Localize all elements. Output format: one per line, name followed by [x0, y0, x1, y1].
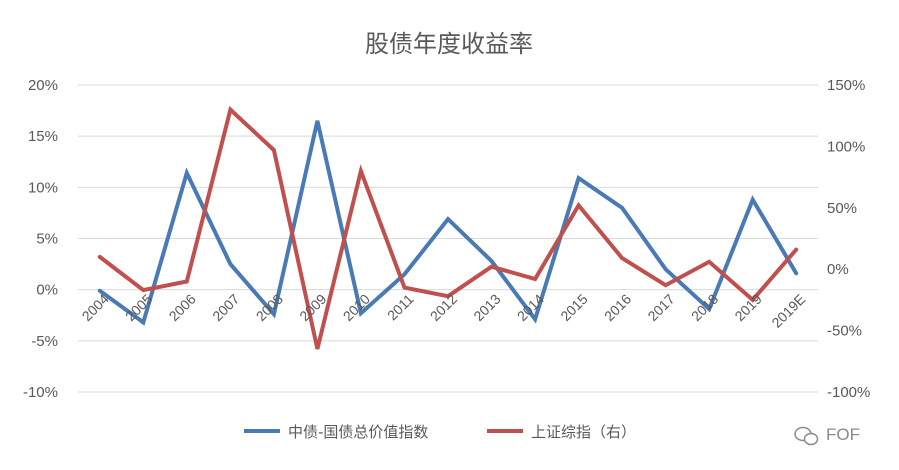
left-tick-label: 0% [36, 282, 58, 299]
right-tick-label: 0% [827, 261, 849, 278]
chart-title: 股债年度收益率 [365, 30, 533, 58]
series-line-1 [97, 105, 799, 350]
legend-label: 中债-国债总价值指数 [288, 423, 428, 441]
x-tick-label: 2019 [731, 291, 764, 324]
watermark: FOF [794, 425, 860, 446]
left-axis-ticks: 20% 15% 10% 5% 0% -5% -10% [23, 77, 58, 401]
x-tick-label: 2006 [166, 291, 199, 324]
x-tick-label: 2013 [470, 291, 503, 324]
left-tick-label: 20% [28, 77, 58, 94]
x-tick-label: 2019E [768, 291, 808, 331]
left-tick-label: -10% [23, 384, 58, 401]
right-tick-label: 50% [827, 200, 857, 217]
series-line-0 [97, 120, 799, 326]
right-tick-label: -50% [827, 323, 862, 340]
x-tick-label: 2016 [601, 291, 634, 324]
gridlines [78, 84, 818, 393]
legend-label: 上证综指（右） [531, 423, 636, 441]
x-axis-ticks: 2004 2005 2006 2007 2008 2009 2010 2011 2012 2013… [79, 291, 809, 331]
x-tick-label: 2012 [427, 291, 460, 324]
x-tick-label: 2007 [209, 291, 242, 324]
left-tick-label: 10% [28, 179, 58, 196]
right-tick-label: -100% [827, 384, 870, 401]
x-tick-label: 2011 [384, 291, 417, 324]
right-tick-label: 100% [827, 138, 865, 155]
right-axis-ticks: 150% 100% 50% 0% -50% -100% [827, 77, 870, 401]
x-tick-label: 2017 [644, 291, 677, 324]
left-tick-label: 5% [36, 231, 58, 248]
wechat-icon [794, 426, 819, 446]
series-lines [97, 105, 799, 350]
left-tick-label: 15% [28, 128, 58, 145]
legend: 中债-国债总价值指数 上证综指（右） [244, 423, 636, 441]
x-tick-label: 2015 [557, 291, 590, 324]
right-tick-label: 150% [827, 77, 865, 94]
watermark-text: FOF [826, 425, 860, 444]
left-tick-label: -5% [31, 333, 58, 350]
